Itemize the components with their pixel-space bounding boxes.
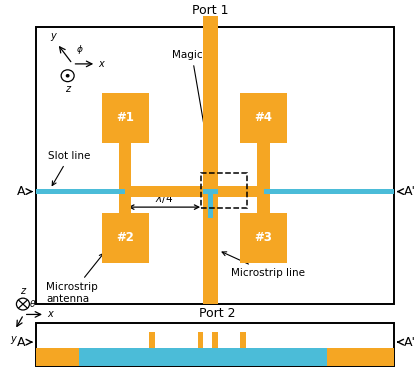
Circle shape <box>66 74 69 77</box>
Bar <box>219 186 264 197</box>
Bar <box>198 332 204 349</box>
Bar <box>79 349 326 366</box>
Bar <box>240 93 287 143</box>
Bar <box>36 27 394 304</box>
Bar <box>149 332 155 349</box>
Text: #1: #1 <box>117 111 134 124</box>
Bar <box>240 213 287 263</box>
Text: z: z <box>65 84 70 94</box>
Text: $\theta$: $\theta$ <box>28 298 36 309</box>
Text: A: A <box>17 336 26 349</box>
Text: y: y <box>10 334 15 344</box>
Text: $\lambda$/4: $\lambda$/4 <box>155 192 173 205</box>
Text: z: z <box>20 286 25 296</box>
Text: Magic-T: Magic-T <box>172 50 213 169</box>
Bar <box>119 143 131 189</box>
Bar <box>208 194 213 218</box>
Bar <box>240 332 246 349</box>
Text: A': A' <box>404 336 416 349</box>
Bar <box>102 213 149 263</box>
Text: Slot line: Slot line <box>48 151 91 186</box>
Bar <box>203 16 219 189</box>
Text: x: x <box>47 310 53 319</box>
Text: A: A <box>17 185 26 198</box>
Bar <box>212 332 218 349</box>
Text: Microstrip
antenna: Microstrip antenna <box>46 254 104 304</box>
Bar <box>36 323 394 366</box>
Text: Microstrip line: Microstrip line <box>222 252 305 278</box>
Bar <box>257 194 270 213</box>
Text: Port 2: Port 2 <box>199 307 235 320</box>
Text: #2: #2 <box>117 231 134 244</box>
Bar <box>203 194 219 304</box>
Bar <box>119 194 131 213</box>
Bar <box>125 186 203 197</box>
Bar <box>201 173 247 208</box>
Text: #4: #4 <box>255 111 273 124</box>
Text: Port 1: Port 1 <box>192 3 229 17</box>
Text: $\phi$: $\phi$ <box>76 43 84 56</box>
Bar <box>257 143 270 189</box>
Text: y: y <box>50 31 56 40</box>
Bar <box>36 189 394 194</box>
Bar <box>102 93 149 143</box>
Text: #3: #3 <box>255 231 273 244</box>
Bar <box>36 349 394 366</box>
Text: x: x <box>98 59 104 69</box>
Text: A': A' <box>404 185 416 198</box>
